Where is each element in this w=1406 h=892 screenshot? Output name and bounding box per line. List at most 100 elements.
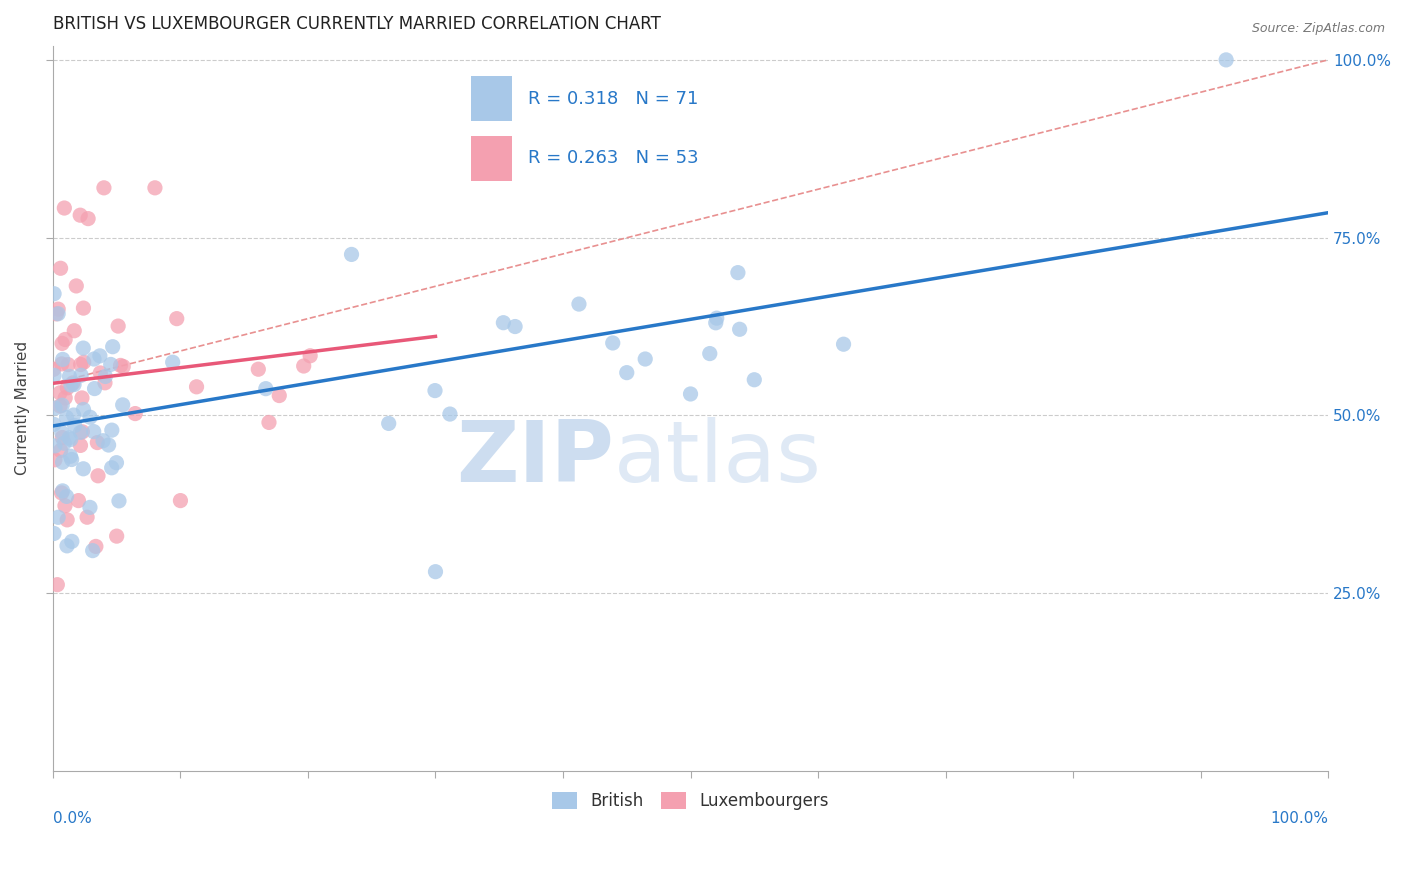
- Point: [46, 510, 69, 524]
- Point: [62, 376, 84, 390]
- Point: [97, 438, 120, 452]
- Point: [42, 286, 65, 301]
- Point: [51, 357, 73, 371]
- Text: ZIP: ZIP: [457, 417, 614, 500]
- Point: [56, 513, 79, 527]
- Point: [59, 449, 82, 463]
- Point: [72, 462, 94, 476]
- Text: BRITISH VS LUXEMBOURGER CURRENTLY MARRIED CORRELATION CHART: BRITISH VS LUXEMBOURGER CURRENTLY MARRIE…: [53, 15, 661, 33]
- Point: [108, 494, 131, 508]
- Point: [186, 380, 208, 394]
- Point: [105, 529, 128, 543]
- Point: [377, 417, 399, 431]
- Point: [83, 351, 105, 366]
- Point: [51, 430, 73, 444]
- Point: [42, 417, 65, 432]
- Point: [70, 368, 93, 383]
- Point: [45, 307, 67, 321]
- Text: Source: ZipAtlas.com: Source: ZipAtlas.com: [1251, 22, 1385, 36]
- Point: [76, 510, 98, 524]
- Y-axis label: Currently Married: Currently Married: [15, 341, 30, 475]
- Point: [52, 352, 75, 367]
- Point: [72, 402, 94, 417]
- Point: [58, 431, 80, 445]
- Point: [56, 381, 79, 395]
- Point: [100, 358, 122, 372]
- Point: [72, 425, 94, 439]
- Point: [254, 382, 277, 396]
- Point: [70, 391, 93, 405]
- Point: [299, 349, 322, 363]
- Point: [679, 387, 702, 401]
- Point: [101, 340, 124, 354]
- Point: [51, 486, 73, 500]
- Point: [46, 577, 69, 591]
- Point: [91, 434, 114, 448]
- Point: [79, 410, 101, 425]
- Point: [65, 279, 87, 293]
- Point: [55, 410, 77, 425]
- Point: [89, 349, 111, 363]
- Point: [101, 423, 124, 437]
- Point: [83, 382, 105, 396]
- Point: [69, 208, 91, 222]
- Point: [59, 378, 82, 392]
- Point: [72, 341, 94, 355]
- Point: [82, 543, 104, 558]
- Point: [292, 359, 315, 373]
- Point: [46, 302, 69, 317]
- Point: [439, 407, 461, 421]
- Point: [53, 333, 76, 347]
- Point: [51, 398, 73, 412]
- Point: [602, 335, 624, 350]
- Point: [568, 297, 591, 311]
- Point: [492, 316, 515, 330]
- Point: [162, 355, 184, 369]
- Point: [832, 337, 855, 351]
- Point: [105, 456, 128, 470]
- Point: [69, 425, 91, 440]
- Point: [44, 439, 66, 453]
- Point: [87, 468, 110, 483]
- Legend: British, Luxembourgers: British, Luxembourgers: [546, 785, 835, 817]
- Point: [56, 539, 79, 553]
- Point: [44, 452, 66, 467]
- Point: [728, 322, 751, 336]
- Point: [51, 425, 73, 440]
- Point: [42, 526, 65, 541]
- Point: [51, 336, 73, 351]
- Point: [73, 355, 96, 369]
- Point: [53, 391, 76, 405]
- Point: [727, 266, 749, 280]
- Point: [49, 443, 72, 458]
- Point: [1215, 53, 1237, 67]
- Point: [59, 433, 82, 447]
- Point: [55, 490, 77, 504]
- Point: [257, 416, 280, 430]
- Point: [100, 460, 122, 475]
- Point: [89, 366, 111, 380]
- Point: [704, 316, 727, 330]
- Point: [69, 438, 91, 452]
- Point: [77, 211, 100, 226]
- Point: [94, 376, 117, 390]
- Point: [107, 319, 129, 334]
- Point: [86, 435, 108, 450]
- Point: [69, 358, 91, 372]
- Point: [52, 455, 75, 469]
- Point: [49, 399, 72, 413]
- Point: [60, 534, 83, 549]
- Point: [111, 398, 134, 412]
- Point: [94, 369, 117, 384]
- Point: [699, 346, 721, 360]
- Point: [269, 388, 291, 402]
- Point: [83, 425, 105, 439]
- Point: [53, 201, 76, 215]
- Text: atlas: atlas: [614, 417, 823, 500]
- Text: 0.0%: 0.0%: [53, 811, 91, 826]
- Point: [60, 452, 83, 467]
- Point: [706, 311, 728, 326]
- Point: [67, 493, 90, 508]
- Point: [742, 373, 765, 387]
- Point: [53, 499, 76, 513]
